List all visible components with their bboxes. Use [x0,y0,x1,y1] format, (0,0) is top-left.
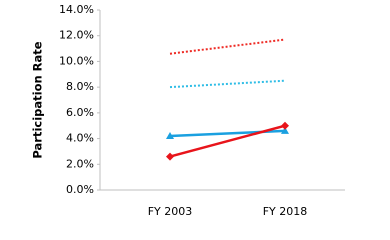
y-tick-label: 4.0% [66,132,94,145]
marker-diamond [166,152,174,161]
y-tick-label: 0.0% [66,183,94,196]
y-tick-label: 14.0% [59,3,94,16]
y-tick-label: 6.0% [66,106,94,119]
y-tick-label: 10.0% [59,54,94,67]
series-line [169,38,286,55]
marker-triangle [281,126,289,134]
marker-diamond [281,121,289,130]
x-tick-label: FY 2018 [263,205,308,218]
y-axis-title: Participation Rate [31,41,45,158]
marker-triangle [166,132,174,139]
y-tick-label: 2.0% [66,157,94,170]
series-line [169,124,286,158]
y-tick-label: 12.0% [59,29,94,42]
x-tick-label: FY 2003 [148,205,193,218]
series-line [169,79,286,89]
y-tick-label: 8.0% [66,80,94,93]
